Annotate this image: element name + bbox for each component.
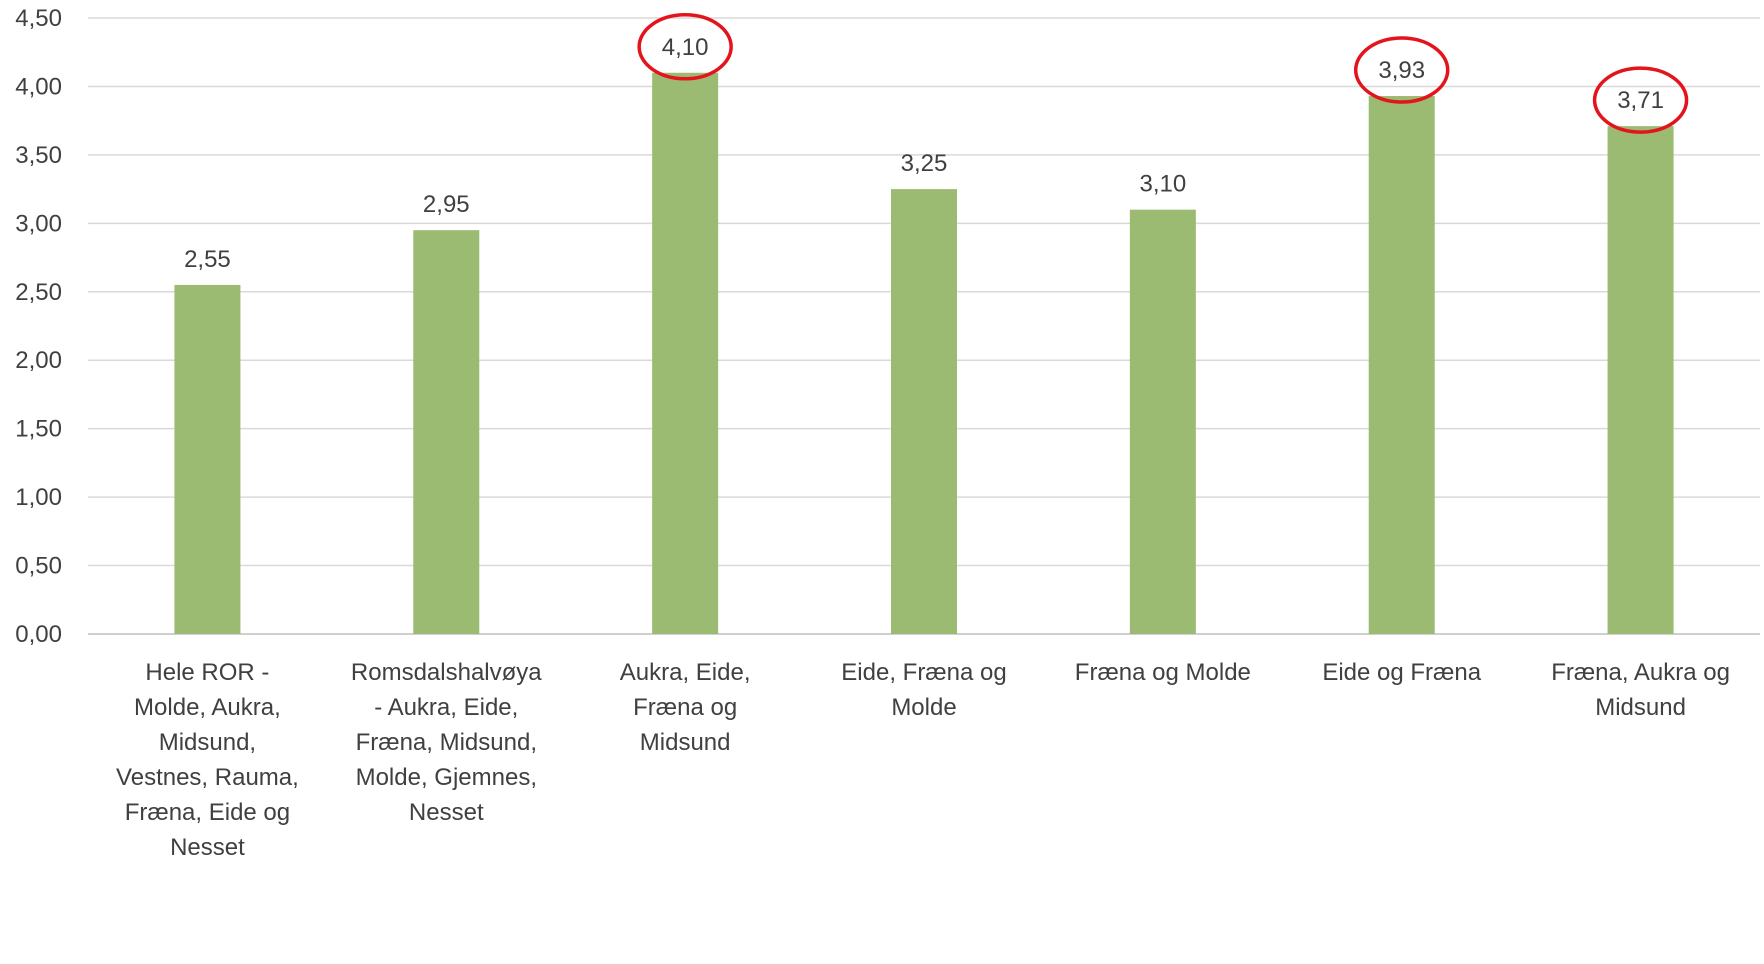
- data-label: 3,25: [901, 150, 948, 177]
- y-tick-label: 4,00: [15, 73, 62, 100]
- x-category-label: Aukra, Eide, Fræna og Midsund: [620, 659, 751, 756]
- x-category-label: Fræna, Aukra og Midsund: [1551, 659, 1730, 721]
- data-label: 3,71: [1617, 87, 1664, 114]
- x-category-label-line: Midsund: [640, 729, 731, 756]
- x-category-label-line: Vestnes, Rauma,: [116, 764, 299, 791]
- x-category-label-line: Eide og Fræna: [1322, 659, 1481, 686]
- x-category-label-line: Fræna og Molde: [1075, 659, 1251, 686]
- data-labels: 2,55 2,95 4,10 3,25 3,10 3,93 3,71: [184, 34, 1664, 273]
- x-category-label-line: Nesset: [409, 799, 484, 826]
- y-tick-label: 3,00: [15, 210, 62, 237]
- x-category-label-line: - Aukra, Eide,: [374, 694, 518, 721]
- x-axis-category-labels: Hele ROR - Molde, Aukra, Midsund, Vestnes, …: [116, 659, 1730, 861]
- data-label: 3,10: [1139, 171, 1186, 198]
- x-category-label-line: Molde, Aukra,: [134, 694, 281, 721]
- x-category-label: Eide, Fræna og Molde: [841, 659, 1006, 721]
- y-tick-label: 2,00: [15, 347, 62, 374]
- y-tick-label: 4,50: [15, 5, 62, 32]
- y-tick-label: 1,50: [15, 416, 62, 443]
- y-tick-label: 3,50: [15, 142, 62, 169]
- bar: [413, 230, 480, 634]
- y-axis-tick-labels: 0,00 0,50 1,00 1,50 2,00 2,50 3,00 3,50 4,00 4,50: [15, 5, 62, 648]
- y-tick-label: 1,00: [15, 484, 62, 511]
- bar: [652, 72, 719, 634]
- x-category-label-line: Fræna og: [633, 694, 737, 721]
- bar: [891, 189, 957, 634]
- y-tick-label: 0,50: [15, 553, 62, 580]
- x-category-label-line: Molde: [891, 694, 956, 721]
- bar: [174, 284, 241, 634]
- highlight-circle: [637, 13, 733, 81]
- x-category-label-line: Romsdalshalvøya: [351, 659, 542, 686]
- bar: [1368, 96, 1435, 634]
- data-label: 2,95: [423, 191, 470, 218]
- bars: [174, 72, 1674, 635]
- x-category-label-line: Fræna, Aukra og: [1551, 659, 1730, 686]
- y-tick-label: 0,00: [15, 621, 62, 648]
- data-label: 3,93: [1378, 57, 1425, 84]
- y-tick-label: 2,50: [15, 279, 62, 306]
- data-label: 2,55: [184, 246, 231, 273]
- x-category-label-line: Midsund: [1595, 694, 1686, 721]
- bar: [1607, 126, 1674, 635]
- x-category-label-line: Fræna, Eide og: [125, 799, 290, 826]
- x-category-label-line: Aukra, Eide,: [620, 659, 751, 686]
- highlight-circle: [1353, 36, 1450, 104]
- x-category-label-line: Fræna, Midsund,: [356, 729, 537, 756]
- bar: [1129, 209, 1196, 634]
- x-category-label-line: Nesset: [170, 834, 245, 861]
- x-category-label-line: Midsund,: [159, 729, 256, 756]
- x-category-label-line: Molde, Gjemnes,: [356, 764, 537, 791]
- data-label: 4,10: [662, 34, 709, 61]
- x-category-label: Fræna og Molde: [1075, 659, 1251, 686]
- x-category-label: Hele ROR - Molde, Aukra, Midsund, Vestnes, …: [116, 659, 299, 861]
- highlight-circles: [637, 13, 1689, 134]
- x-category-label-line: Eide, Fræna og: [841, 659, 1006, 686]
- x-category-label: Eide og Fræna: [1322, 659, 1481, 686]
- x-category-label-line: Hele ROR -: [145, 659, 269, 686]
- x-category-label: Romsdalshalvøya - Aukra, Eide, Fræna, Mids…: [351, 659, 542, 826]
- highlight-circle: [1592, 66, 1689, 134]
